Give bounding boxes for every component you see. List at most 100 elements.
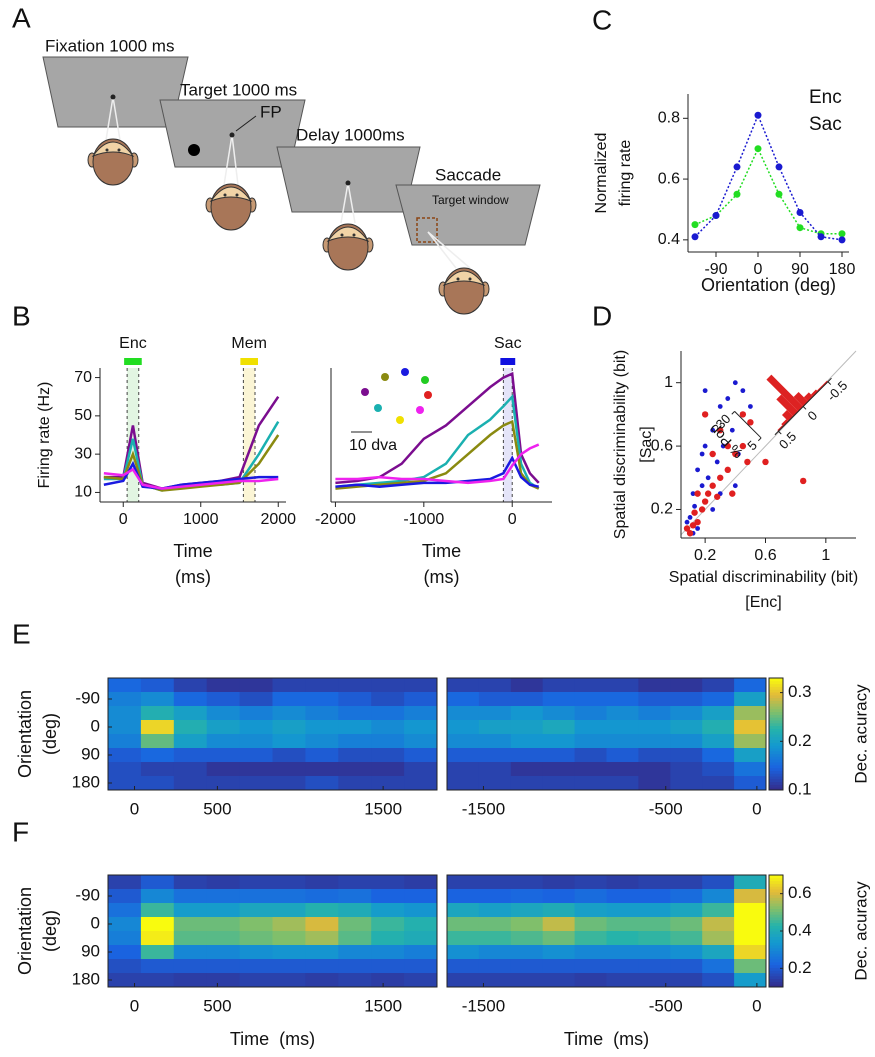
colorbar-step [769, 778, 783, 783]
heat-cell [305, 945, 339, 960]
head [205, 183, 257, 231]
heat-cell [702, 706, 735, 721]
series-line [335, 455, 540, 488]
heat-cell [206, 734, 241, 749]
heat-cell [542, 959, 576, 974]
inset-tick [778, 430, 782, 435]
heat-cell [173, 889, 208, 904]
heat-cell [447, 706, 480, 721]
colorbar-step [769, 680, 783, 685]
heat-cell [638, 959, 671, 974]
heat-cell [272, 945, 306, 960]
colorbar-step [769, 720, 783, 724]
heat-cell [510, 678, 544, 693]
point [762, 458, 769, 466]
hist-bar [803, 392, 814, 402]
heat-cell [272, 678, 306, 693]
heat-cell [173, 762, 208, 777]
heat-cell [478, 931, 512, 946]
y-tick-label: 0 [91, 913, 100, 932]
heat-cell [272, 720, 306, 735]
colorbar-step [769, 886, 783, 890]
marker [838, 236, 846, 244]
y-tick-label: 0.6 [651, 437, 673, 454]
colorbar-step [769, 922, 783, 926]
colorbar-tick-label: 0.4 [788, 920, 812, 939]
heat-cell [542, 734, 576, 749]
y-tick-label: 30 [74, 445, 92, 462]
heat-cell [305, 875, 339, 890]
heat-cell [702, 734, 735, 749]
x-tick-label: 0 [752, 996, 761, 1015]
heat-cell [108, 945, 142, 960]
heat-cell [305, 903, 339, 918]
heat-cell [702, 692, 735, 707]
heat-cell [272, 903, 306, 918]
marker [796, 209, 804, 216]
heat-cell [670, 931, 703, 946]
heat-cell [542, 889, 576, 904]
colorbar-step [769, 970, 783, 974]
axis-label: [Enc] [745, 594, 781, 611]
y-tick-label: 70 [74, 369, 92, 386]
colorbar-tick-label: 0.2 [788, 958, 812, 977]
heat-cell [606, 945, 639, 960]
colorbar-step [769, 762, 783, 766]
heat-cell [606, 889, 639, 904]
heat-cell [670, 720, 703, 735]
colorbar-step [769, 917, 783, 921]
heat-cell [173, 748, 208, 763]
axis-label: Time [173, 541, 212, 561]
heat-cell [108, 734, 142, 749]
heat-cell [638, 678, 671, 693]
colorbar-step [769, 773, 783, 777]
heat-cell [305, 931, 339, 946]
cluster [374, 404, 382, 412]
heat-cell [272, 762, 306, 777]
colorbar-step [769, 689, 783, 693]
heat-cell [478, 973, 512, 988]
heat-cell [542, 762, 576, 777]
axis-label: (ms) [424, 567, 460, 587]
point [686, 530, 694, 537]
heat-cell [305, 776, 339, 791]
heat-cell [173, 875, 208, 890]
heat-cell [371, 917, 405, 932]
heat-cell [478, 762, 512, 777]
heat-cell [478, 903, 512, 918]
x-tick-label: 0.2 [694, 547, 716, 564]
heat-cell [510, 776, 544, 791]
heat-cell [108, 748, 142, 763]
heat-cell [606, 734, 639, 749]
scale-label: 10 dva [349, 437, 397, 454]
x-tick-label: -1500 [462, 799, 505, 818]
point [729, 490, 736, 497]
x-tick-label: -1000 [403, 511, 444, 528]
heat-cell [140, 678, 175, 693]
colorbar-step [769, 945, 783, 949]
heat-cell [173, 973, 208, 988]
heat-cell [638, 889, 671, 904]
heat-cell [305, 917, 339, 932]
heat-cell [140, 720, 175, 735]
heat-cell [206, 973, 241, 988]
event-bar [240, 358, 258, 365]
fp-pointer [235, 115, 257, 132]
heat-cell [239, 748, 273, 763]
heat-cell [404, 903, 438, 918]
colorbar-tick-label: 0.2 [788, 731, 812, 750]
colorbar-step [769, 889, 783, 893]
heat-cell [670, 678, 703, 693]
heat-cell [272, 973, 306, 988]
heat-cell [734, 776, 767, 791]
heat-cell [305, 748, 339, 763]
stage-label: Target 1000 ms [180, 80, 297, 99]
x-tick-label: -1500 [462, 996, 505, 1015]
heat-cell [206, 748, 241, 763]
colorbar-step [769, 748, 783, 752]
heat-cell [173, 734, 208, 749]
heat-cell [606, 973, 639, 988]
heat-cell [606, 720, 639, 735]
point [732, 380, 738, 386]
colorbar-step [769, 959, 783, 963]
